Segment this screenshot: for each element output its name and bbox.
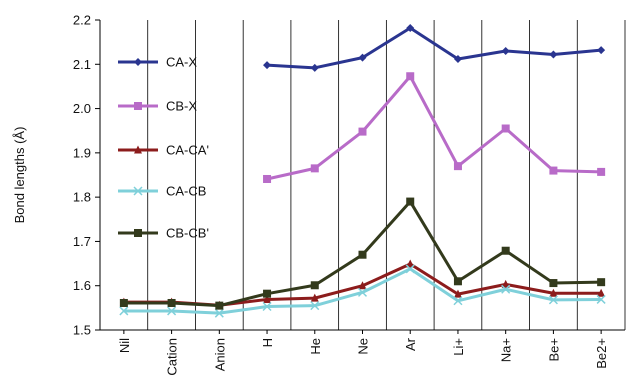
data-point-ca-ca [453,289,462,298]
data-point-ca-cb [596,294,606,304]
data-point-cb-cb [119,298,128,307]
data-point-ca-ca [358,281,367,290]
data-point-ca-cb [119,306,129,316]
data-point-ca-x [453,54,462,63]
legend-label: CA-X [166,55,197,70]
data-point-cb-x [597,167,606,176]
data-point-ca-cb [357,287,368,297]
y-tick-label: 1.7 [73,234,91,249]
legend-item-ca-ca: CA-CA' [118,143,209,158]
data-point-ca-ca [263,294,272,303]
data-point-cb-cb [453,277,462,286]
data-point-ca-cb [214,308,224,318]
x-tick-label: Be2+ [594,338,609,369]
grid [147,20,626,330]
series-ca-cb [119,264,606,318]
data-point-cb-cb [406,197,415,206]
y-tick-label: 2.2 [73,13,91,28]
data-point-ca-ca [597,288,606,297]
data-point-cb-cb [549,279,558,288]
legend-label: CB-X [166,99,197,114]
y-tick-label: 1.8 [73,190,91,205]
data-point-ca-cb [453,296,463,306]
x-tick-label: H [260,338,275,347]
data-point-cb-x [453,162,462,171]
y-tick-label: 1.6 [73,278,91,293]
x-tick-label: Na+ [499,338,514,362]
y-axis-title: Bond lengths (Å) [12,127,27,224]
data-point-cb-cb [310,281,319,290]
data-point-cb-cb [597,278,606,287]
series-cb-cb [119,197,606,310]
axes [95,19,625,334]
y-tick-label: 2.0 [73,101,91,116]
data-point-cb-cb [358,250,367,259]
data-point-ca-x [597,46,606,55]
series-line-cb-x [266,74,602,181]
data-point-ca-x [263,61,272,70]
data-point-cb-x [310,164,319,173]
y-tick-label: 2.1 [73,57,91,72]
data-point-ca-x [406,23,415,32]
x-tick-label: Ne [356,338,371,355]
legend-swatch-marker [134,229,142,237]
legend-swatch-marker [133,186,143,196]
data-point-ca-cb [310,301,320,311]
data-point-ca-ca [501,279,510,288]
data-point-ca-ca [310,293,319,302]
data-point-ca-cb [405,264,415,274]
data-point-ca-x [310,63,319,72]
legend-label: CA-CA' [166,143,209,158]
data-point-cb-x [501,124,510,133]
legend-label: CB-CB' [166,226,209,241]
data-point-ca-x [501,47,510,55]
legend-item-cb-x: CB-X [118,99,197,114]
data-point-ca-cb [501,284,511,294]
data-point-ca-cb [262,301,272,312]
legend-label: CA-CB [166,184,206,199]
data-point-ca-cb [548,295,558,305]
legend-item-cb-cb: CB-CB' [118,226,209,241]
data-point-cb-cb [215,301,224,310]
y-tick-labels: 1.5 1.6 1.7 1.8 1.9 2.0 2.1 2.2 [73,13,91,338]
y-tick-label: 1.9 [73,145,91,160]
x-tick-label: Nil [117,338,132,353]
data-point-ca-ca [406,259,415,268]
x-tick-label: Li+ [451,338,466,356]
legend-swatch-marker [134,58,142,66]
data-point-cb-cb [263,289,272,298]
data-point-ca-x [549,50,558,59]
data-point-cb-x [358,127,367,136]
data-point-cb-cb [501,246,510,255]
x-tick-label: Anion [212,338,227,371]
x-tick-label: He [308,338,323,355]
legend-swatch-marker [134,102,142,110]
x-tick-labels: Nil Cation Anion H He Ne Ar Li+ Na+ Be+ Be2+ [117,337,609,375]
legend-item-ca-cb: CA-CB [118,184,206,199]
data-point-ca-cb [167,306,177,316]
series-group [119,23,606,318]
data-point-ca-x [358,53,367,62]
legend-item-ca-x: CA-X [118,55,197,70]
series-line-ca-x [266,26,602,70]
y-tick-label: 1.5 [73,323,91,338]
x-tick-label: Be+ [546,338,561,362]
data-point-cb-cb [167,298,176,307]
data-point-cb-x [263,174,272,183]
series-ca-ca [119,259,606,309]
series-cb-x [263,72,606,183]
x-tick-label: Cation [165,338,180,376]
legend: CA-X CB-X CA-CA' CA-CB CB-CB' [118,55,209,241]
data-point-cb-x [406,72,415,81]
legend-swatch-marker [134,145,142,154]
data-point-cb-x [549,166,558,175]
x-tick-label: Ar [403,337,418,351]
series-ca-x [263,23,606,72]
data-point-ca-ca [549,288,558,297]
